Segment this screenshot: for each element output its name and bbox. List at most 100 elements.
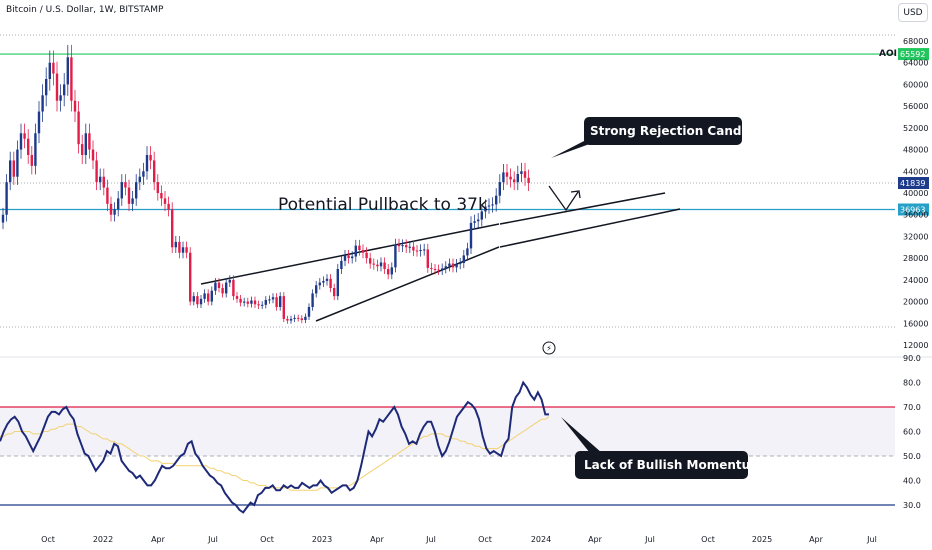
price-tick-label: 44000 — [903, 167, 928, 176]
candle-body — [289, 318, 293, 321]
price-tick-label: 56000 — [903, 102, 928, 111]
candle-body — [95, 160, 98, 183]
candle-body — [84, 133, 87, 155]
candle-body — [207, 293, 210, 302]
candle-body — [502, 172, 505, 183]
candle-body — [171, 209, 174, 248]
price-tick-label: 60000 — [903, 80, 928, 89]
candle-body — [138, 176, 141, 183]
candle-body — [520, 171, 523, 174]
candle-body — [55, 73, 59, 101]
candle-body — [387, 269, 390, 275]
time-tick-label: 2023 — [312, 535, 332, 544]
candle-body — [509, 176, 512, 180]
candle-body — [250, 300, 253, 304]
rsi-tick-label: 90.0 — [903, 354, 921, 363]
time-tick-label: Jul — [866, 535, 877, 544]
candle-body — [480, 211, 483, 220]
svg-text:⚡: ⚡ — [546, 344, 552, 353]
candle-body — [419, 250, 422, 252]
time-tick-label: Jul — [425, 535, 436, 544]
candle-body — [45, 79, 48, 96]
rejection-annotation: Strong Rejection Candle — [590, 124, 754, 138]
candle-body — [30, 155, 33, 166]
chart-title: Bitcoin / U.S. Dollar, 1W, BITSTAMP — [6, 5, 164, 15]
candle-body — [225, 282, 228, 294]
candle-body — [469, 222, 473, 249]
candle-body — [361, 250, 365, 253]
candle-body — [271, 297, 275, 300]
candle-body — [214, 282, 217, 291]
time-tick-label: Apr — [809, 535, 824, 544]
time-tick-label: Jul — [644, 535, 655, 544]
time-tick-label: Apr — [370, 535, 385, 544]
candle-body — [91, 149, 95, 161]
candle-body — [203, 293, 206, 299]
candle-body — [156, 182, 159, 193]
candle-body — [73, 100, 77, 112]
candle-body — [412, 246, 415, 251]
candle-body — [329, 278, 332, 288]
lightning-icon[interactable]: ⚡ — [542, 341, 556, 355]
candle-body — [498, 182, 501, 196]
candle-body — [318, 282, 321, 286]
candle-body — [41, 95, 44, 112]
rsi-tick-label: 50.0 — [903, 452, 921, 461]
candle-body — [120, 182, 123, 199]
candle-body — [167, 203, 170, 210]
candle-body — [109, 203, 113, 215]
candle-body — [444, 266, 447, 269]
candle-body — [365, 252, 368, 259]
candle-body — [379, 262, 383, 267]
candle-body — [178, 241, 181, 253]
time-axis: Oct 2022 Apr Jul Oct 2023 Apr Jul Oct 2024 Apr Jul O… — [41, 535, 877, 544]
candle-body — [333, 288, 336, 297]
candle-body — [455, 264, 458, 268]
candle-body — [369, 258, 372, 264]
candle-body — [52, 62, 55, 74]
time-tick-label: Apr — [588, 535, 603, 544]
time-tick-label: 2025 — [752, 535, 772, 544]
candle-body — [351, 256, 354, 259]
last-price-tag — [898, 177, 929, 190]
price-tick-label: 24000 — [903, 276, 928, 285]
candle-body — [23, 133, 26, 139]
candle-body — [415, 250, 419, 252]
support-price-tag — [898, 203, 929, 216]
candle-body — [516, 174, 519, 183]
candle-body — [437, 269, 440, 271]
candle-body — [185, 247, 188, 253]
candle-body — [336, 269, 339, 297]
candle-body — [217, 282, 221, 288]
rsi-tick-label: 40.0 — [903, 477, 921, 486]
rsi-tick-label: 60.0 — [903, 428, 921, 437]
candle-body — [473, 221, 476, 223]
aoi-label: AOI — [879, 49, 897, 59]
candle-body — [142, 171, 145, 177]
candle-body — [16, 149, 19, 177]
candle-body — [477, 219, 480, 222]
price-tick-label: 12000 — [903, 341, 928, 350]
momentum-callout: Lack of Bullish Momentum — [561, 417, 763, 479]
currency-button[interactable]: USD — [898, 3, 928, 22]
time-tick-label: Oct — [41, 535, 55, 544]
candle-body — [423, 249, 426, 251]
candle-body — [505, 172, 509, 177]
price-axis-labels: 12000 16000 20000 24000 28000 32000 36000 40000… — [903, 37, 928, 350]
candle-body — [268, 299, 271, 301]
rsi-tick-label: 80.0 — [903, 379, 921, 388]
candle-body — [189, 252, 192, 302]
candle-body — [315, 285, 318, 294]
candle-body — [192, 296, 195, 302]
candle-body — [106, 187, 109, 204]
candle-body — [390, 267, 393, 275]
AOI-price-label: 65592 — [900, 50, 925, 59]
candle-body — [433, 269, 437, 270]
candle-body — [246, 301, 249, 304]
candle-body — [174, 241, 177, 248]
candle-body — [77, 111, 80, 145]
candle-body — [239, 298, 242, 303]
price-tick-label: 32000 — [903, 232, 928, 241]
candle-body — [495, 195, 498, 205]
